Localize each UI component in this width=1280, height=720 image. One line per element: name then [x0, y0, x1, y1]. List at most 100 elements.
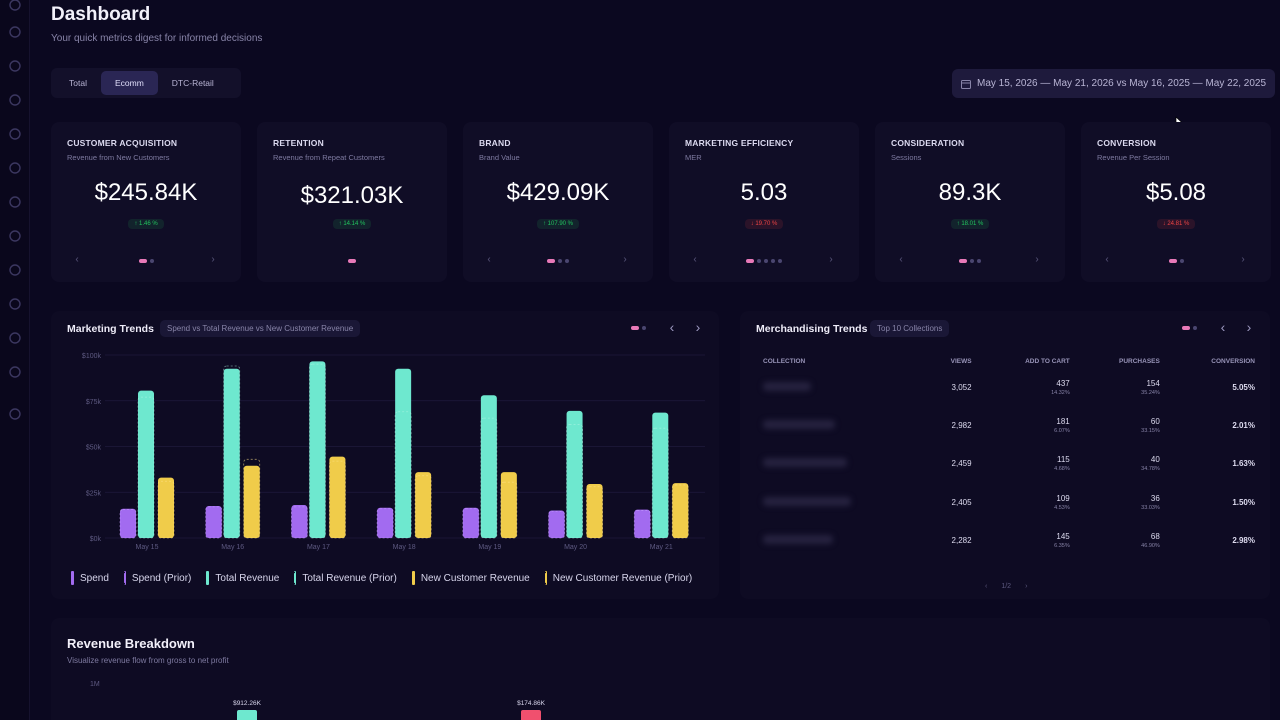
kpi-subtitle: MER: [685, 153, 702, 162]
pagination-dot[interactable]: [771, 259, 775, 263]
column-header-purchases[interactable]: PURCHASES: [1119, 358, 1160, 365]
bar-total-revenue: [395, 368, 412, 538]
pagination-dot[interactable]: [757, 259, 761, 263]
kpi-card: RETENTION Revenue from Repeat Customers $3…: [257, 122, 447, 282]
marketing-trends-pagination: [631, 326, 646, 330]
chevron-right-icon[interactable]: ›: [1246, 319, 1252, 335]
chevron-right-icon[interactable]: ›: [623, 254, 627, 265]
table-row[interactable]: 2,282 145 6.35% 68 46.90% 2.98%: [757, 521, 1255, 559]
kpi-subtitle: Revenue from Repeat Customers: [273, 153, 385, 162]
add-to-cart-pct: 4.53%: [1054, 504, 1070, 511]
gauge-icon[interactable]: [7, 126, 22, 141]
rocket-alt-icon[interactable]: [7, 262, 22, 277]
rocket-alt2-icon[interactable]: [7, 296, 22, 311]
pagination-dot[interactable]: [959, 259, 967, 263]
pagination-dot[interactable]: [565, 259, 569, 263]
legend-item[interactable]: New Customer Revenue: [411, 571, 530, 585]
pagination-dot[interactable]: [764, 259, 768, 263]
globe-icon[interactable]: [7, 228, 22, 243]
purchases-pct: 34.78%: [1141, 466, 1160, 473]
pagination-dot[interactable]: [778, 259, 782, 263]
views-cell: 2,982: [951, 420, 972, 430]
chevron-left-icon[interactable]: ‹: [1220, 319, 1226, 335]
purchases-pct: 33.03%: [1141, 504, 1160, 511]
legend-label: Spend: [80, 572, 109, 584]
kpi-delta-badge: ↓ 19.70 %: [669, 219, 859, 229]
pagination-dot[interactable]: [149, 259, 154, 263]
bar-total-revenue: [480, 395, 497, 538]
legend-item[interactable]: Spend: [71, 571, 109, 585]
legend-item[interactable]: Total Revenue (Prior): [294, 571, 397, 585]
conversion-cell: 2.01%: [1232, 420, 1255, 430]
compass-icon[interactable]: [7, 92, 22, 107]
pagination-dot[interactable]: [970, 259, 974, 263]
bar-total-revenue-prior: [394, 411, 412, 539]
purchases-value: 36: [1150, 493, 1160, 503]
chevron-left-icon[interactable]: ‹: [899, 254, 903, 265]
bar-new-customer-revenue-prior: [157, 480, 175, 539]
legend-item[interactable]: Spend (Prior): [123, 571, 191, 585]
table-row[interactable]: 2,405 109 4.53% 36 33.03% 1.50%: [757, 483, 1255, 521]
pager-next-icon[interactable]: ›: [1025, 583, 1028, 590]
chevron-right-icon[interactable]: ›: [695, 319, 701, 335]
table-row[interactable]: 3,052 437 14.32% 154 35.24% 5.05%: [757, 368, 1255, 406]
revenue-bar: [521, 710, 541, 720]
pagination-dot[interactable]: [138, 259, 147, 263]
chevron-right-icon[interactable]: ›: [1035, 254, 1039, 265]
dollar-icon[interactable]: [7, 160, 22, 175]
tab-dtc-retail[interactable]: DTC-Retail: [171, 78, 214, 88]
flame-icon[interactable]: [7, 194, 22, 209]
calendar-icon: [961, 79, 971, 89]
grid-icon[interactable]: [7, 0, 22, 12]
chevron-right-icon[interactable]: ›: [829, 254, 833, 265]
bar-new-customer-revenue: [415, 472, 432, 538]
pagination-dot[interactable]: [746, 259, 754, 263]
rocket-icon[interactable]: [7, 24, 22, 39]
pagination-dot[interactable]: [547, 259, 555, 263]
bar-new-customer-revenue: [329, 456, 346, 538]
tab-total[interactable]: Total: [69, 78, 87, 88]
table-row[interactable]: 2,982 181 6.07% 60 33.15% 2.01%: [757, 406, 1255, 444]
pagination-dot[interactable]: [1179, 259, 1184, 263]
folder-icon[interactable]: [7, 330, 22, 345]
bar-chart-icon[interactable]: [7, 364, 22, 379]
kpi-pagination: [875, 259, 1065, 263]
pagination-dot[interactable]: [977, 259, 981, 263]
kpi-delta: ↑ 14.14 %: [332, 219, 372, 229]
legend-item[interactable]: New Customer Revenue (Prior): [544, 571, 693, 585]
column-header-views[interactable]: VIEWS: [950, 358, 972, 365]
chevron-right-icon[interactable]: ›: [211, 254, 215, 265]
bar-new-customer-revenue-prior: [500, 481, 518, 539]
pagination-dot[interactable]: [1168, 259, 1177, 263]
pager-prev-icon[interactable]: ‹: [985, 583, 988, 590]
bar-new-customer-revenue-prior: [671, 484, 689, 539]
chevron-left-icon[interactable]: ‹: [1105, 254, 1109, 265]
kpi-title: RETENTION: [273, 138, 324, 148]
purchases-cell: 36 33.03%: [1070, 483, 1160, 521]
kpi-title: CONVERSION: [1097, 138, 1157, 148]
bar-total-revenue-prior: [137, 396, 155, 539]
column-header-add-to-cart[interactable]: ADD TO CART: [1025, 358, 1070, 365]
x-tick-label: May 18: [393, 544, 416, 551]
chevron-left-icon[interactable]: ‹: [487, 254, 491, 265]
column-header-conversion[interactable]: CONVERSION: [1211, 358, 1255, 365]
calendar-icon[interactable]: [7, 58, 22, 73]
table-row[interactable]: 2,459 115 4.68% 40 34.78% 1.63%: [757, 445, 1255, 483]
column-header-collection[interactable]: COLLECTION: [763, 358, 806, 365]
bar-total-revenue: [223, 368, 240, 538]
tab-ecomm[interactable]: Ecomm: [100, 71, 158, 95]
legend-label: New Customer Revenue (Prior): [552, 572, 693, 584]
y-tick-label: $25k: [86, 490, 102, 497]
chevron-right-icon[interactable]: ›: [1241, 254, 1245, 265]
chevron-left-icon[interactable]: ‹: [693, 254, 697, 265]
pagination-dot[interactable]: [558, 259, 562, 263]
chevron-left-icon[interactable]: ‹: [75, 254, 79, 265]
kpi-value: 5.03: [740, 179, 788, 206]
bar-new-customer-revenue: [158, 477, 174, 538]
chevron-left-icon[interactable]: ‹: [669, 319, 675, 335]
date-range-picker[interactable]: May 15, 2026 — May 21, 2026 vs May 16, 2…: [952, 69, 1275, 98]
add-to-cart-pct: 14.32%: [1051, 389, 1070, 396]
gear-icon[interactable]: [7, 406, 22, 421]
pagination-dot[interactable]: [348, 259, 356, 263]
legend-item[interactable]: Total Revenue: [206, 571, 279, 585]
